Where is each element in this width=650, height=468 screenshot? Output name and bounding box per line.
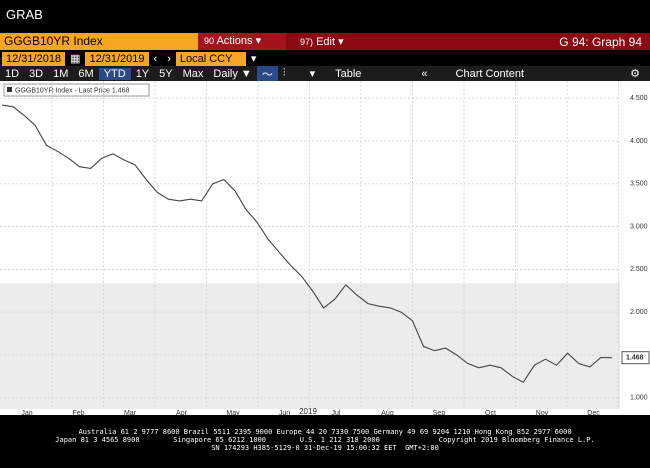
legend-text: GGGB10YR Index - Last Price 1.468 — [15, 87, 130, 94]
menu-label: Actions — [216, 35, 253, 47]
y-tick-label: 4.000 — [630, 138, 648, 145]
period-button[interactable]: 6M — [78, 67, 94, 80]
period-button[interactable]: 1Y — [135, 67, 150, 80]
calendar-icon[interactable]: ▦ — [70, 53, 81, 65]
x-tick-label: Nov — [536, 410, 549, 415]
y-tick-label: 2.500 — [630, 266, 648, 273]
menu-number: 97) — [300, 37, 314, 47]
period-button[interactable]: Max — [182, 67, 204, 80]
y-tick-label: 4.500 — [630, 95, 648, 102]
command-row: GGGB10YR Index 90 Actions ▾ 97) Edit ▾ G… — [0, 33, 650, 50]
chart-content-button[interactable]: Chart Content — [455, 67, 524, 80]
x-tick-label: May — [226, 410, 240, 415]
x-tick-label: Mar — [124, 410, 137, 415]
settings-icon[interactable]: ⚙ — [630, 68, 640, 80]
y-tick-label: 3.000 — [630, 223, 648, 230]
period-button[interactable]: 5Y — [159, 67, 173, 80]
x-tick-label: Aug — [381, 410, 394, 415]
x-tick-label: Sep — [433, 410, 446, 415]
last-price-box — [621, 351, 650, 365]
period-button[interactable]: 1M — [53, 67, 69, 80]
frequency-dropdown[interactable]: Daily ▼ — [213, 67, 252, 80]
footer-line: Japan 81 3 4565 8900 Singapore 65 6212 1… — [55, 436, 595, 444]
price-line — [1, 104, 613, 384]
window-title: GRAB — [6, 7, 43, 22]
y-tick-label: 1.000 — [630, 395, 648, 402]
y-tick-label: 3.500 — [630, 181, 648, 188]
next-button[interactable]: › — [167, 52, 171, 65]
legend-box — [3, 83, 150, 97]
bar-icon[interactable]: ⫶ — [282, 67, 286, 79]
last-price-label: 1.468 — [626, 355, 644, 362]
edit-menu[interactable]: 97) Edit ▾ — [300, 36, 344, 48]
menu-label: Edit — [316, 36, 336, 48]
start-date[interactable]: 12/31/2018 — [2, 51, 66, 66]
line-icon[interactable]: 〜 — [256, 65, 278, 82]
footer-line: Australia 61 2 9777 8600 Brazil 5511 239… — [78, 428, 572, 436]
ticker-field[interactable]: GGGB10YR Index — [0, 33, 198, 50]
menu-number: 90 — [204, 36, 215, 46]
currency-field[interactable]: Local CCY — [175, 51, 246, 66]
year-label: 2019 — [299, 407, 317, 415]
x-tick-label: Jul — [332, 410, 341, 415]
y-tick-label: 2.000 — [630, 309, 648, 316]
currency-dropdown[interactable]: ▾ — [250, 53, 257, 65]
chart: GGGB10YR Index - Last Price 1.468 2019 1… — [0, 81, 650, 415]
x-tick-label: Dec — [587, 410, 600, 415]
x-tick-label: Apr — [176, 410, 188, 415]
x-tick-label: Oct — [485, 410, 496, 415]
x-tick-label: Jan — [21, 410, 32, 415]
period-buttons: 1D 3D 1M 6M YTD 1Y 5Y Max — [0, 67, 208, 80]
dropdown[interactable]: ▾ — [309, 68, 316, 80]
title-bar: GRAB — [0, 0, 650, 30]
date-row: 12/31/2018 ▦ 12/31/2019 ‹ › Local CCY ▾ — [0, 51, 650, 66]
legend-swatch — [7, 87, 12, 92]
actions-menu[interactable]: 90 Actions ▾ — [198, 33, 286, 50]
page-label: G 94: Graph 94 — [559, 34, 642, 49]
period-button[interactable]: 1D — [5, 67, 20, 80]
period-button[interactable]: YTD — [98, 67, 131, 80]
footer-line: SN 174293 H385-5129-0 31-Dec-19 15:00:32… — [211, 444, 439, 452]
frequency: Daily — [213, 67, 238, 80]
collapse-button[interactable]: « — [421, 67, 428, 80]
table-button[interactable]: Table — [335, 67, 362, 80]
prev-button[interactable]: ‹ — [153, 52, 158, 65]
x-tick-label: Feb — [72, 410, 84, 415]
period-button[interactable]: 3D — [29, 67, 44, 80]
period-row: 1D 3D 1M 6M YTD 1Y 5Y Max Daily ▼ 〜 ⫶ ▾ Table « … — [0, 65, 650, 82]
legend-name: GGGB10YR Index - Last Price — [15, 87, 110, 94]
legend-value: 1.468 — [112, 87, 130, 94]
end-date[interactable]: 12/31/2019 — [85, 51, 149, 66]
x-tick-label: Jun — [279, 410, 290, 415]
footer: Australia 61 2 9777 8600 Brazil 5511 239… — [0, 428, 650, 452]
